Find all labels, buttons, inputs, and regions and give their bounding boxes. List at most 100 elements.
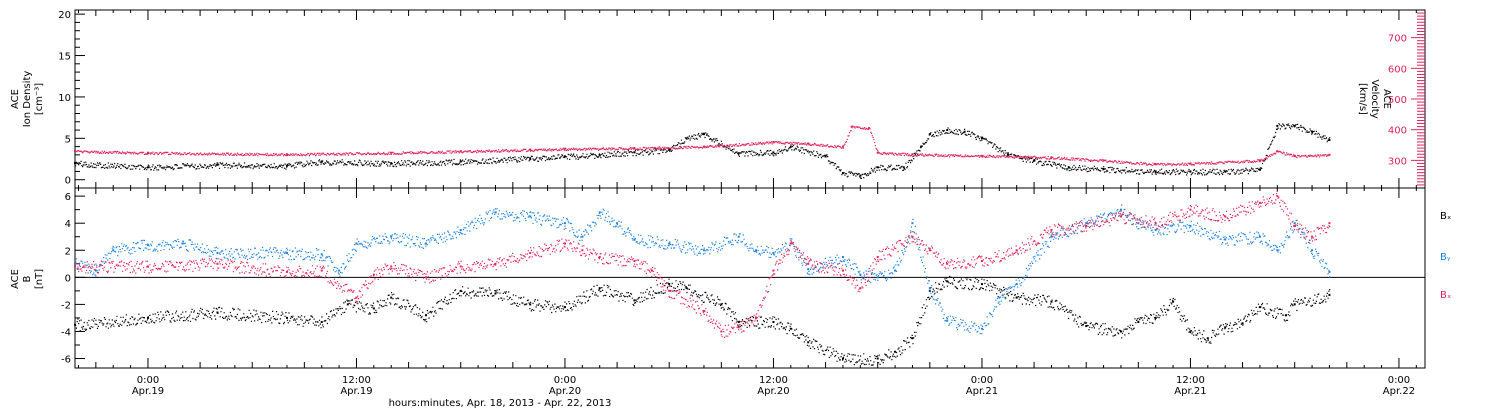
bottom-series-0-point-4 — [320, 320, 323, 323]
bottom-series-1-point-20 — [668, 242, 671, 245]
x-tick-day-6: Apr.22 — [1383, 386, 1415, 397]
bottom-series-0-point-2 — [216, 311, 219, 314]
bottom-series-2-point-18 — [702, 310, 705, 313]
top-series-1-speckle — [75, 125, 1331, 167]
bottom-series-1-point-12 — [459, 228, 462, 231]
x-tick-time-3: 12:00 — [759, 375, 788, 386]
bottom-series-0-point-23 — [876, 357, 879, 360]
bottom-series-2-point-15 — [633, 260, 636, 263]
bottom-series-0-point-15 — [668, 283, 671, 286]
bottom-series-1-point-22 — [737, 235, 740, 238]
bottom-series-1-point-4 — [181, 242, 184, 245]
density-axis-label: ACEIon Density[cm⁻³] — [10, 71, 45, 128]
bottom-series-2-point-22 — [772, 269, 775, 272]
bottom-series-0-point-13 — [598, 287, 601, 290]
bottom-series-2-point-4 — [320, 269, 323, 272]
bottom-series-0-point-8 — [424, 314, 427, 317]
bottom-series-1-point-14 — [529, 215, 532, 218]
top-series-0-point-27 — [1007, 153, 1010, 156]
velocity-tick-label: 700 — [1388, 34, 1407, 45]
bottom-series-1-point-18 — [616, 222, 619, 225]
bottom-series-2-point-30 — [946, 262, 949, 265]
x-tick-time-2: 0:00 — [554, 375, 576, 386]
bottom-series-0-point-6 — [372, 307, 375, 310]
bottom-series-2-point-20 — [737, 326, 740, 329]
bottom-series-1-point-34 — [980, 327, 983, 330]
bottom-series-1-point-16 — [581, 235, 584, 238]
bottom-series-1-point-21 — [702, 249, 705, 252]
top-series-0-point-0 — [74, 162, 76, 165]
bottom-series-0-point-18 — [737, 320, 740, 323]
velocity-axis-label: ACEVelocity[km/s] — [1357, 79, 1392, 118]
bottom-series-0-point-22 — [841, 357, 844, 360]
bottom-series-1-point-8 — [338, 269, 341, 272]
top-series-0-point-16 — [789, 145, 792, 148]
top-series-0-point-35 — [1276, 124, 1279, 127]
bottom-series-2-point-14 — [598, 256, 601, 259]
x-tick-day-5: Apr.21 — [1174, 386, 1206, 397]
bottom-series-2-point-5 — [355, 296, 358, 299]
top-series-1-point-12 — [850, 125, 853, 128]
bottom-series-1-point-17 — [598, 211, 601, 214]
bottom-series-1-point-3 — [146, 243, 149, 246]
bottom-series-0-point-30 — [1050, 300, 1053, 303]
bottom-series-2-point-25 — [841, 269, 844, 272]
bottom-series-2-point-13 — [581, 249, 584, 252]
bottom-series-2-point-6 — [372, 273, 375, 276]
bottom-series-0-point-25 — [911, 337, 914, 340]
bottom-series-1-point-23 — [755, 249, 758, 252]
bottom-series-0-point-27 — [946, 280, 949, 283]
top-series-1-point-2 — [285, 153, 288, 156]
x-tick-time-0: 0:00 — [137, 375, 159, 386]
bottom-series-2-point-36 — [1154, 222, 1157, 225]
velocity-label-line: Velocity — [1369, 79, 1380, 118]
bottom-series-1-point-42 — [1189, 224, 1192, 227]
top-series-1-point-6 — [563, 147, 566, 150]
top-series-0-point-36 — [1293, 124, 1296, 127]
bottom-series-0-point-7 — [390, 296, 393, 299]
bottom-series-2-point-34 — [1085, 224, 1088, 227]
top-panel-data — [74, 123, 1331, 179]
bottom-series-2-point-27 — [876, 256, 879, 259]
bottom-series-1-point-48 — [1328, 270, 1331, 273]
bottom-series-1-point-6 — [285, 251, 288, 254]
x-tick-day-1: Apr.19 — [340, 386, 372, 397]
top-series-0-point-17 — [824, 155, 827, 158]
top-series-0-point-34 — [1258, 168, 1261, 171]
top-series-0-point-37 — [1311, 130, 1314, 133]
bottom-series-2-point-28 — [911, 235, 914, 238]
density-tick-label: 10 — [58, 93, 71, 104]
top-series-0-point-14 — [737, 152, 740, 155]
bottom-series-1-point-47 — [1311, 249, 1314, 252]
density-axis-ticks: 0 5 10 15 20 — [58, 10, 85, 187]
bottom-series-1-point-7 — [320, 253, 323, 256]
top-series-0-point-22 — [920, 145, 923, 148]
bottom-series-1-point-26 — [807, 268, 810, 271]
top-series-0-point-3 — [285, 164, 288, 167]
field-axis-ticks: -6 -4 -2 0 2 4 6 — [61, 192, 85, 366]
field-tick-label: 0 — [65, 273, 71, 284]
bottom-series-1-point-31 — [911, 222, 914, 225]
top-series-0-point-24 — [946, 129, 949, 132]
top-series-1-point-17 — [1050, 156, 1053, 159]
density-label-line: ACE — [10, 89, 21, 109]
bottom-series-0-point-21 — [807, 341, 810, 344]
x-tick-time-4: 0:00 — [971, 375, 993, 386]
top-series-0-point-38 — [1328, 138, 1331, 141]
bottom-series-0-point-10 — [494, 292, 497, 295]
bottom-series-1-point-0 — [74, 262, 76, 265]
bottom-series-2-point-37 — [1189, 208, 1192, 211]
bottom-series-1-point-37 — [1050, 235, 1053, 238]
field-label-line: [nT] — [34, 269, 45, 289]
field-legend: Bₓ Bᵧ Bₓ — [1440, 211, 1451, 301]
bottom-series-0-point-38 — [1224, 326, 1227, 329]
velocity-tick-label: 500 — [1388, 95, 1407, 106]
bottom-series-1-point-9 — [355, 242, 358, 245]
bottom-series-2-point-43 — [1328, 222, 1331, 225]
top-series-0-point-5 — [390, 162, 393, 165]
top-series-0-point-31 — [1154, 170, 1157, 173]
x-tick-day-0: Apr.19 — [132, 386, 164, 397]
x-tick-time-5: 12:00 — [1176, 375, 1205, 386]
velocity-label-line: ACE — [1381, 89, 1392, 109]
density-label-line: [cm⁻³] — [34, 83, 45, 115]
